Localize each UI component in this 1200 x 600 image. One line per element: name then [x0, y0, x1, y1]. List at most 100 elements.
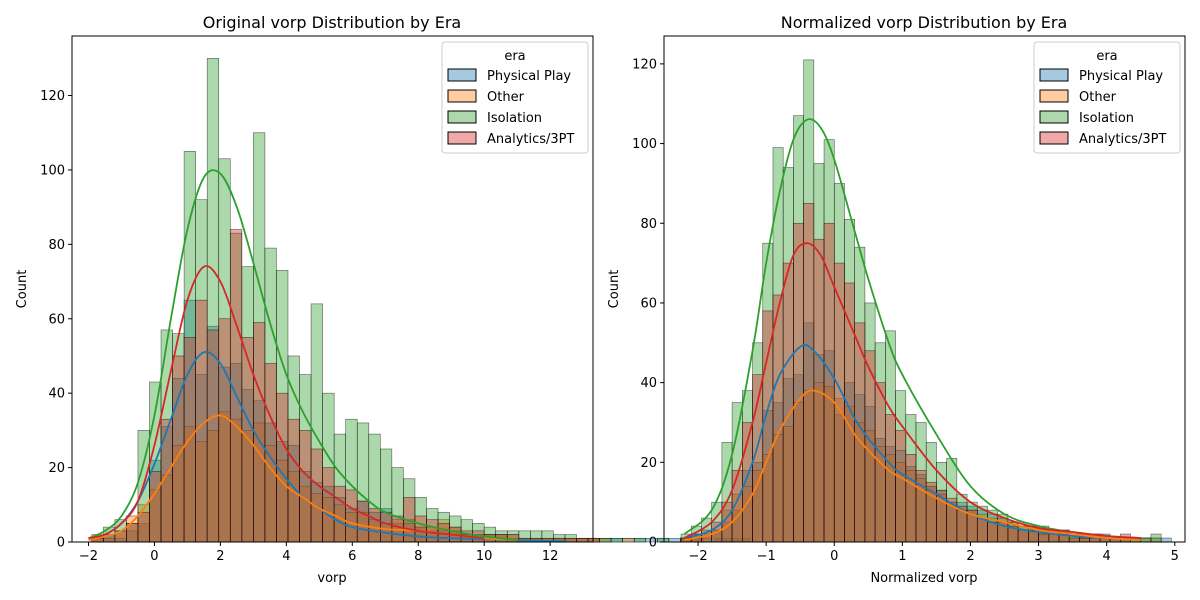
y-tick-label: 120: [40, 89, 65, 104]
x-tick-label: −1: [757, 549, 776, 564]
right-chart-plot-area: −2 −1 0 1 2 3 4 5 0 20 40 60 80 100 120: [632, 35, 1186, 564]
y-tick-label: 0: [57, 536, 65, 551]
legend-swatch-isolation: [447, 110, 477, 124]
legend-swatch-analytics: [1039, 131, 1069, 145]
legend-swatch-other: [1039, 89, 1069, 103]
hist-bar: [345, 489, 358, 543]
legend-label-isolation: Isolation: [1079, 111, 1134, 126]
right-chart-ylabel: Count: [607, 270, 622, 309]
right-chart-legend: era Physical Play Other Isolation Analyt…: [1033, 41, 1181, 154]
hist-bar: [1079, 537, 1090, 543]
y-tick-label: 80: [640, 217, 657, 232]
x-tick-label: 3: [1034, 549, 1042, 564]
hist-bar: [368, 508, 381, 543]
hist-bar: [137, 511, 150, 543]
legend-label-analytics: Analytics/3PT: [1079, 132, 1167, 147]
hist-bar: [793, 222, 804, 543]
hist-bar: [564, 537, 577, 543]
legend-label-isolation: Isolation: [487, 111, 542, 126]
kde-line-isolation: [683, 118, 1141, 539]
x-tick-label: 1: [898, 549, 906, 564]
hist-bar: [1017, 529, 1029, 543]
hist-bar: [287, 418, 300, 543]
hist-bar: [380, 511, 393, 543]
y-tick-label: 80: [48, 238, 65, 253]
y-tick-label: 0: [649, 536, 657, 551]
kde-line-analytics-3pt: [683, 242, 1141, 539]
legend-swatch-analytics: [447, 131, 477, 145]
legend-frame: [1033, 41, 1181, 154]
hist-bar: [803, 203, 815, 543]
legend-label-physical-play: Physical Play: [487, 69, 571, 84]
hist-bar: [610, 537, 623, 543]
hist-bar: [576, 537, 589, 543]
x-tick-label: 6: [348, 549, 356, 564]
legend-swatch-other: [447, 89, 477, 103]
hist-bar: [885, 414, 896, 543]
x-tick-label: 4: [282, 549, 290, 564]
hist-bar: [772, 294, 784, 543]
legend-swatch-physical-play: [447, 68, 477, 82]
left-chart-ylabel: Count: [15, 270, 30, 309]
x-tick-label: −2: [688, 549, 707, 564]
hist-bar: [206, 329, 220, 543]
x-tick-label: 8: [414, 549, 422, 564]
y-tick-label: 60: [48, 312, 65, 327]
x-tick-label: 5: [1171, 549, 1179, 564]
x-tick-label: 2: [216, 549, 224, 564]
hist-bar: [1068, 537, 1080, 543]
legend-swatch-physical-play: [1039, 68, 1069, 82]
legend-label-other: Other: [1079, 90, 1117, 105]
hist-bar: [905, 454, 917, 543]
hist-bar: [1160, 537, 1172, 543]
hist-bar: [762, 310, 774, 543]
legend-title: era: [504, 49, 525, 64]
axes-frame: [663, 35, 1186, 543]
hist-bar: [915, 469, 927, 543]
legend-label-other: Other: [487, 90, 525, 105]
kde-line-other: [684, 389, 1141, 541]
x-tick-label: 10: [476, 549, 493, 564]
bars-other: [680, 382, 1162, 543]
hist-bar: [668, 537, 681, 543]
hist-bar: [1089, 537, 1101, 543]
bars-isolation: [680, 59, 1162, 543]
legend-title: era: [1096, 49, 1117, 64]
right-chart-panel: Normalized vorp Distribution by Era −2 −1…: [607, 13, 1186, 586]
kde-line-physical-play: [88, 350, 567, 543]
kde-line-physical-play: [684, 343, 1141, 541]
hist-bar: [414, 515, 427, 543]
hist-bar: [333, 485, 346, 543]
hist-bar: [322, 467, 335, 543]
hist-bar: [1038, 533, 1050, 543]
bars-analytics-3pt: [680, 203, 1131, 543]
hist-bar: [987, 521, 999, 543]
x-tick-label: 12: [542, 549, 559, 564]
hist-bar: [782, 262, 794, 543]
hist-bar: [299, 430, 312, 543]
y-tick-label: 120: [632, 57, 657, 72]
hist-bar: [310, 448, 323, 543]
left-chart-xlabel: vorp: [317, 571, 346, 586]
y-tick-label: 20: [640, 456, 657, 471]
hist-bar: [218, 318, 231, 543]
hist-bar: [426, 519, 439, 543]
right-chart-title: Normalized vorp Distribution by Era: [781, 13, 1068, 32]
x-tick-label: 0: [830, 549, 838, 564]
hist-bar: [1150, 533, 1162, 543]
y-tick-label: 40: [640, 376, 657, 391]
legend-frame: [441, 41, 589, 154]
hist-bar: [599, 537, 612, 543]
axes-frame: [71, 35, 594, 543]
hist-bar: [587, 537, 600, 543]
y-tick-label: 100: [632, 137, 657, 152]
legend-label-physical-play: Physical Play: [1079, 69, 1163, 84]
right-chart-xlabel: Normalized vorp: [870, 571, 977, 586]
legend-label-analytics: Analytics/3PT: [487, 132, 575, 147]
hist-bar: [656, 537, 670, 543]
hist-bar: [895, 430, 907, 543]
hist-bar: [1140, 537, 1152, 543]
hist-bar: [356, 500, 370, 543]
